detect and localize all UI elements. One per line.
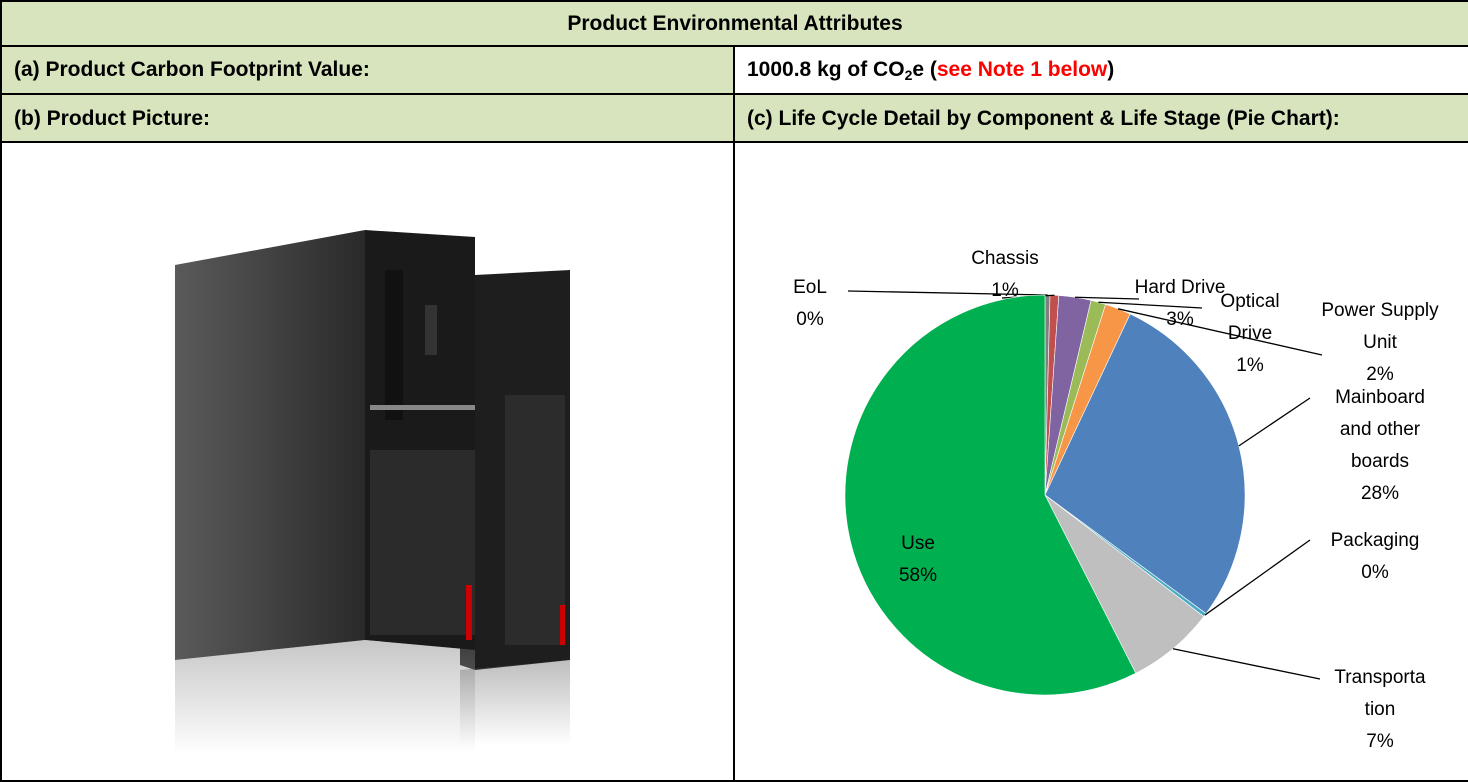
slice-value: 28% [1320,478,1440,510]
slice-value: 58% [888,560,948,592]
slice-name: Optical Drive [1215,286,1285,350]
slice-value: 0% [780,304,840,336]
footprint-text: e ( [912,58,937,81]
slice-value: 1% [1215,350,1285,382]
slice-name: Packaging [1320,525,1430,557]
note-link: see Note 1 below [937,58,1107,81]
page: Product Environmental Attributes (a) Pro… [0,0,1468,782]
leader-line [1239,398,1310,446]
slice-name: Chassis [960,243,1050,275]
slice-name: Transportation [1334,662,1426,726]
footprint-value: 1000.8 kg of CO2e (see Note 1 below) [734,46,1468,94]
slice-value: 1% [960,275,1050,307]
slice-name: Use [888,528,948,560]
footprint-text: ) [1107,58,1114,81]
leader-line [1173,649,1320,679]
table-title: Product Environmental Attributes [1,1,1468,46]
slice-name: EoL [780,272,840,304]
chart-label: (c) Life Cycle Detail by Component & Lif… [734,94,1468,142]
slice-name: Mainboard and other boards [1320,382,1440,478]
tower-back [460,270,570,745]
slice-name: Power Supply Unit [1319,295,1441,359]
picture-label: (b) Product Picture: [1,94,734,142]
footprint-label: (a) Product Carbon Footprint Value: [1,46,734,94]
footprint-text: 1000.8 kg of CO [747,58,905,81]
tower-front [175,230,475,755]
product-picture [130,225,580,765]
slice-value: 0% [1320,557,1430,589]
slice-value: 7% [1334,726,1426,758]
